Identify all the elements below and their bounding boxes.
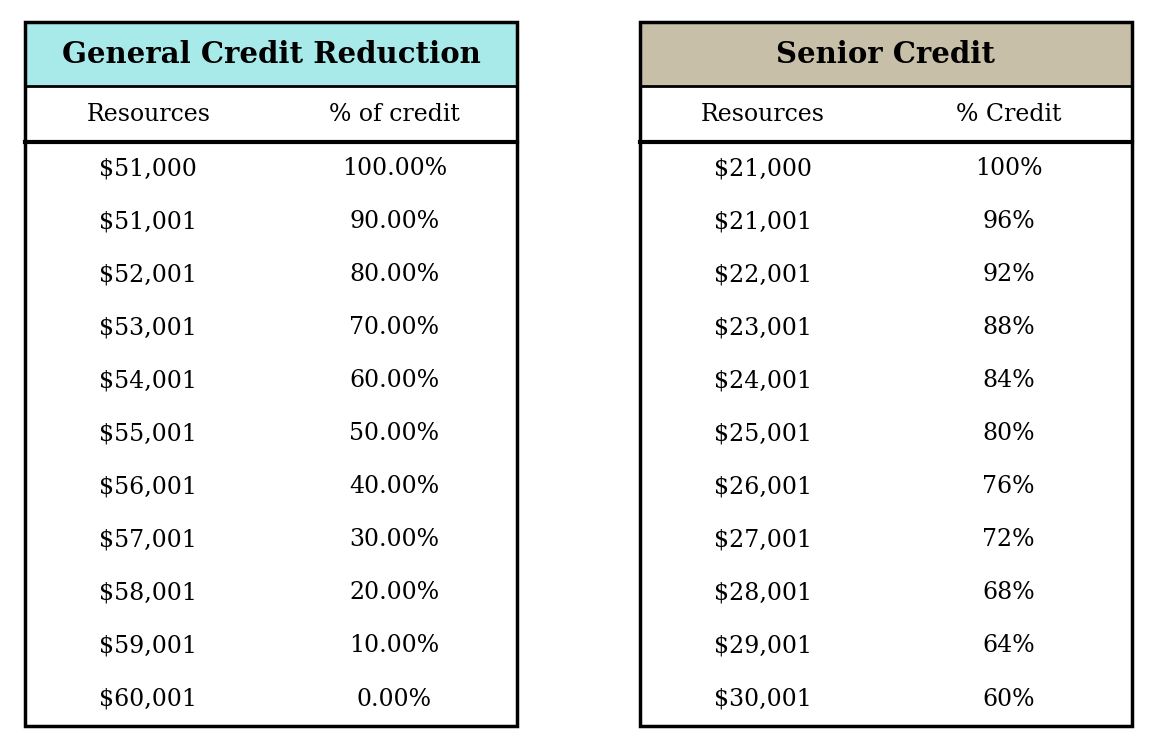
- Text: 100.00%: 100.00%: [341, 157, 447, 180]
- Bar: [25, 22, 517, 726]
- Text: 50.00%: 50.00%: [349, 423, 440, 445]
- Text: $53,001: $53,001: [100, 316, 198, 340]
- Text: 10.00%: 10.00%: [349, 634, 440, 657]
- Bar: [25, 142, 517, 726]
- Text: $26,001: $26,001: [714, 476, 812, 498]
- Text: 68%: 68%: [982, 581, 1034, 604]
- Text: $23,001: $23,001: [714, 316, 812, 340]
- Text: $56,001: $56,001: [100, 476, 198, 498]
- Text: $27,001: $27,001: [714, 528, 812, 551]
- Text: $51,000: $51,000: [100, 157, 198, 180]
- Text: $21,001: $21,001: [714, 210, 812, 233]
- Text: $59,001: $59,001: [100, 634, 198, 657]
- Text: $60,001: $60,001: [100, 687, 198, 711]
- Text: 80.00%: 80.00%: [349, 263, 440, 286]
- Bar: [640, 22, 1132, 726]
- Text: $22,001: $22,001: [714, 263, 812, 286]
- Text: $55,001: $55,001: [100, 423, 198, 445]
- Text: $54,001: $54,001: [100, 370, 198, 392]
- Text: 40.00%: 40.00%: [349, 476, 440, 498]
- Text: General Credit Reduction: General Credit Reduction: [62, 40, 480, 69]
- Text: 20.00%: 20.00%: [349, 581, 440, 604]
- Text: 100%: 100%: [975, 157, 1042, 180]
- Text: $29,001: $29,001: [714, 634, 812, 657]
- Bar: [25, 22, 517, 86]
- Text: Resources: Resources: [701, 102, 825, 126]
- Text: 64%: 64%: [982, 634, 1034, 657]
- Text: $30,001: $30,001: [714, 687, 812, 711]
- Text: 72%: 72%: [982, 528, 1034, 551]
- Text: 76%: 76%: [982, 476, 1034, 498]
- Bar: [25, 86, 517, 142]
- Text: $57,001: $57,001: [100, 528, 198, 551]
- Text: Senior Credit: Senior Credit: [776, 40, 995, 69]
- Bar: [640, 22, 1132, 86]
- Text: $24,001: $24,001: [714, 370, 812, 392]
- Text: $21,000: $21,000: [714, 157, 812, 180]
- Text: 60.00%: 60.00%: [349, 370, 440, 392]
- Text: Resources: Resources: [87, 102, 211, 126]
- Text: 92%: 92%: [982, 263, 1034, 286]
- Text: 0.00%: 0.00%: [356, 687, 432, 711]
- Text: 80%: 80%: [982, 423, 1034, 445]
- Text: 70.00%: 70.00%: [349, 316, 440, 340]
- Text: $52,001: $52,001: [100, 263, 198, 286]
- Text: 84%: 84%: [982, 370, 1034, 392]
- Text: $58,001: $58,001: [100, 581, 198, 604]
- Bar: [640, 86, 1132, 142]
- Text: 96%: 96%: [982, 210, 1034, 233]
- Text: % Credit: % Credit: [956, 102, 1061, 126]
- Text: % of credit: % of credit: [329, 102, 459, 126]
- Text: 30.00%: 30.00%: [349, 528, 440, 551]
- Text: $25,001: $25,001: [714, 423, 812, 445]
- Text: $51,001: $51,001: [100, 210, 198, 233]
- Bar: [640, 142, 1132, 726]
- Text: 90.00%: 90.00%: [349, 210, 440, 233]
- Text: 60%: 60%: [982, 687, 1034, 711]
- Text: 88%: 88%: [982, 316, 1034, 340]
- Text: $28,001: $28,001: [714, 581, 812, 604]
